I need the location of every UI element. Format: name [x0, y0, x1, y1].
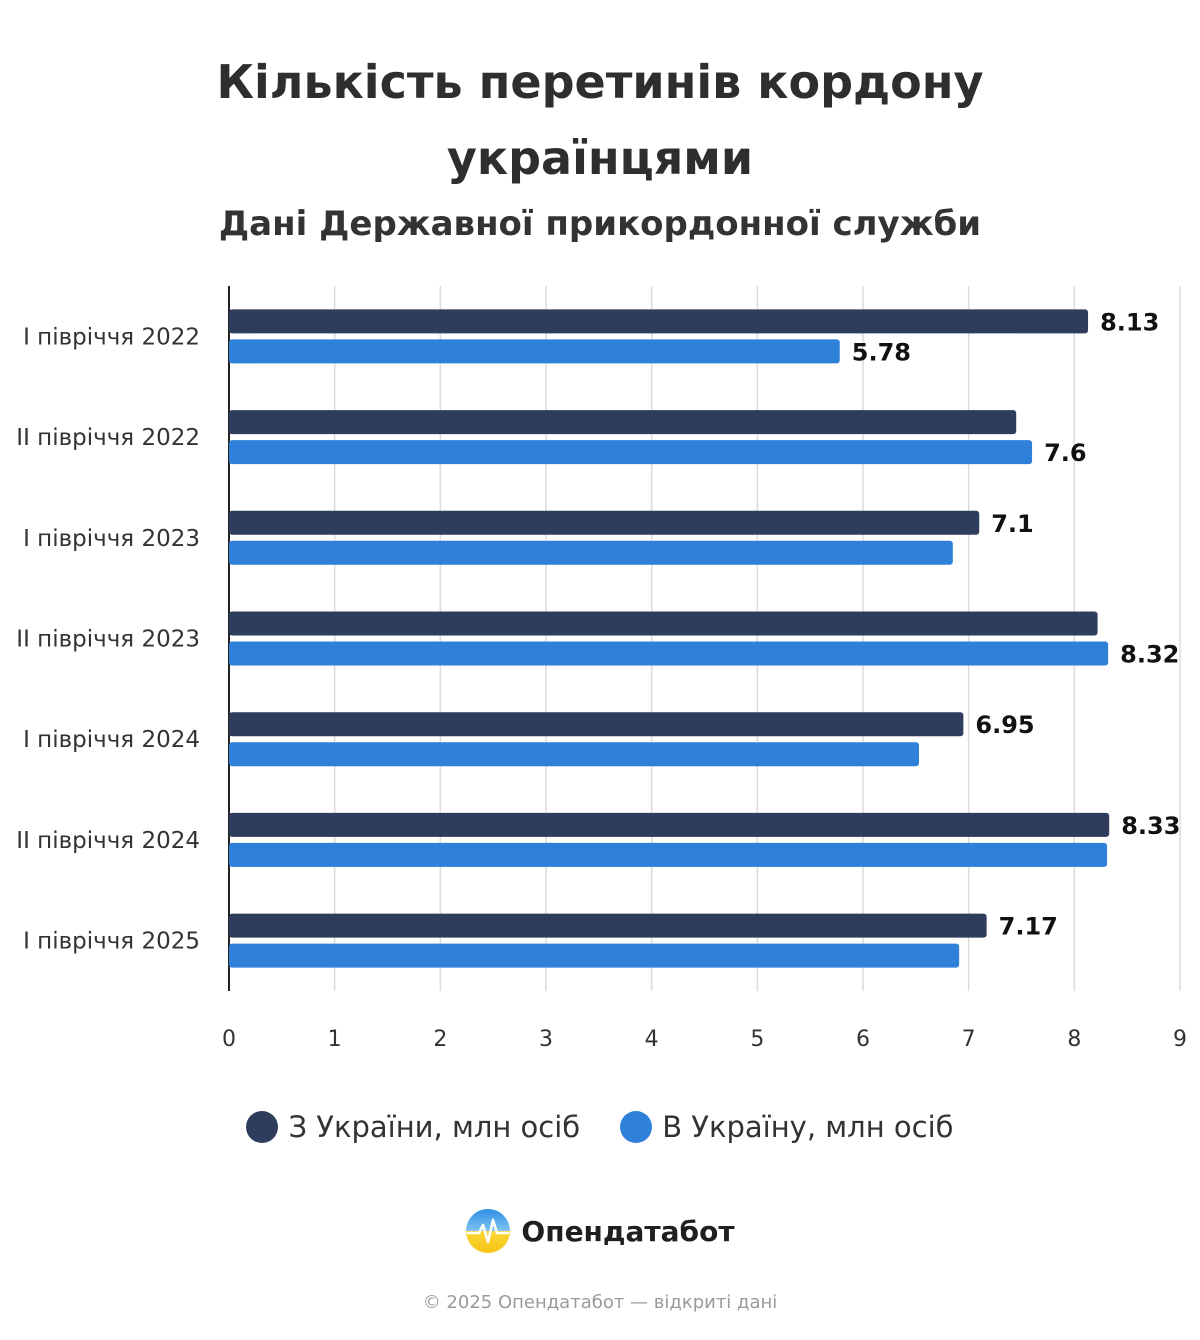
bar-from-ukraine: [229, 913, 987, 938]
y-category-label: I півріччя 2022: [23, 324, 200, 350]
bar-from-ukraine: [229, 712, 964, 737]
legend-marker-to-ukraine: [620, 1111, 653, 1143]
legend-label-to-ukraine: В Україну, млн осіб: [662, 1110, 954, 1144]
bar-from-ukraine: [229, 812, 1110, 837]
x-tick-label: 1: [328, 1027, 342, 1052]
y-category-label: II півріччя 2023: [16, 627, 200, 653]
legend-item-to-ukraine: В Україну, млн осіб: [620, 1110, 954, 1144]
data-label: 7.6: [1044, 439, 1087, 467]
data-label: 7.1: [991, 510, 1034, 538]
footer-copyright: © 2025 Опендатабот — відкриті дані: [422, 1292, 778, 1313]
data-label: 5.78: [852, 338, 911, 366]
x-tick-label: 7: [962, 1027, 976, 1052]
y-category-label: II півріччя 2022: [16, 425, 200, 451]
x-tick-label: 4: [645, 1027, 659, 1052]
bar-from-ukraine: [229, 410, 1017, 435]
data-label: 8.13: [1100, 308, 1159, 336]
bar-to-ukraine: [229, 641, 1109, 666]
y-category-label: II півріччя 2024: [16, 828, 200, 854]
chart-title-line-1: Кількість перетинів кордону: [216, 55, 984, 109]
bar-from-ukraine: [229, 309, 1089, 334]
bar-to-ukraine: [229, 842, 1108, 867]
bar-to-ukraine: [229, 943, 960, 968]
bar-from-ukraine: [229, 611, 1098, 636]
bar-chart: 0 1 2 3 4 5 6 7 8 9 I півріччя 2022 II півріччя 202…: [16, 286, 1187, 1052]
chart-subtitle: Дані Державної прикордонної служби: [218, 204, 982, 244]
data-label: 8.33: [1121, 812, 1180, 840]
data-label: 7.17: [999, 913, 1058, 941]
x-tick-label: 5: [750, 1027, 764, 1052]
opendatabot-logo-icon: [466, 1209, 511, 1253]
x-tick-label: 9: [1173, 1027, 1187, 1052]
brand-name: Опендатабот: [521, 1214, 735, 1248]
chart-title-line-2: українцями: [446, 131, 754, 185]
bar-from-ukraine: [229, 510, 980, 535]
bar-to-ukraine: [229, 339, 840, 364]
data-label: 8.32: [1120, 641, 1179, 669]
data-label: 6.95: [975, 711, 1034, 739]
y-category-label: I півріччя 2023: [23, 526, 200, 552]
brand-logo: Опендатабот: [0, 1208, 1200, 1254]
y-category-label: I півріччя 2025: [23, 929, 200, 955]
bar-to-ukraine: [229, 742, 920, 767]
x-tick-label: 8: [1067, 1027, 1081, 1052]
legend-label-from-ukraine: З України, млн осіб: [288, 1110, 581, 1144]
legend-marker-from-ukraine: [246, 1111, 279, 1143]
x-tick-label: 6: [856, 1027, 870, 1052]
chart-legend: З України, млн осіб В Україну, млн осіб: [0, 1110, 1200, 1144]
x-tick-label: 2: [433, 1027, 447, 1052]
chart-title: Кількість перетинів кордону українцями: [0, 44, 1200, 196]
bar-to-ukraine: [229, 540, 953, 565]
x-tick-label: 0: [222, 1027, 236, 1052]
bar-to-ukraine: [229, 440, 1033, 465]
y-category-label: I півріччя 2024: [23, 727, 200, 753]
legend-item-from-ukraine: З України, млн осіб: [246, 1110, 580, 1144]
x-tick-label: 3: [539, 1027, 553, 1052]
